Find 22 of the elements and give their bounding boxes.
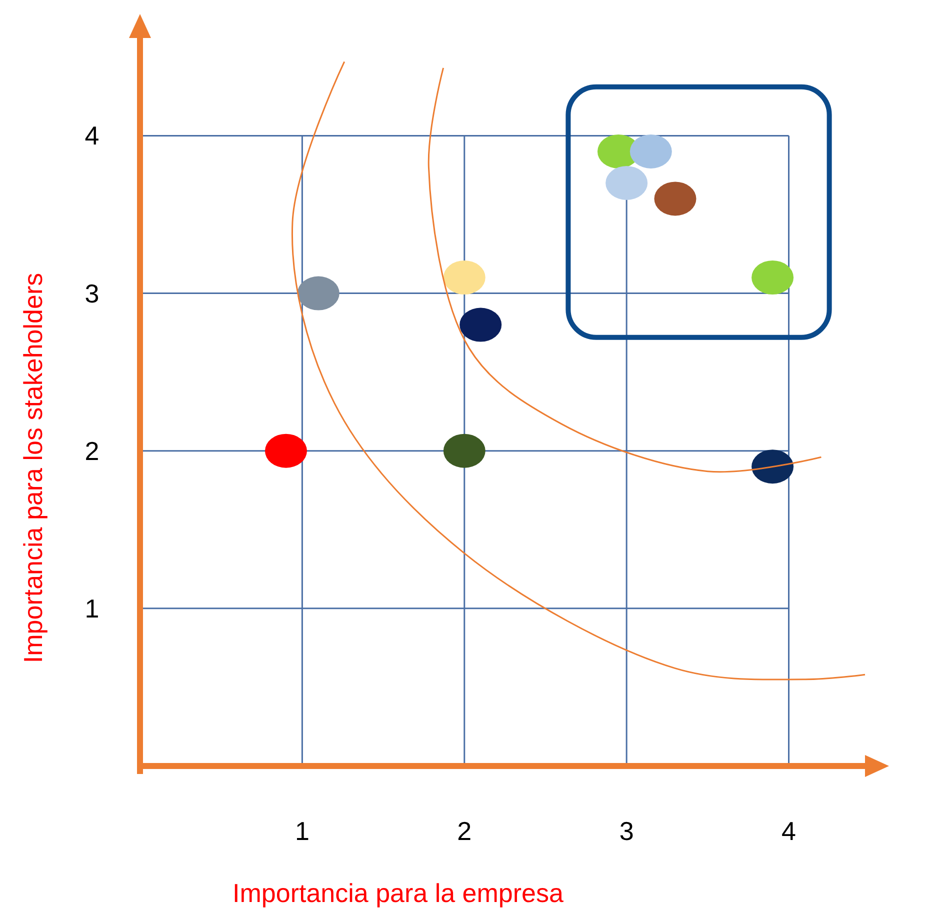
line-series — [292, 60, 866, 680]
x-tick-label: 2 — [457, 816, 472, 846]
point — [606, 166, 648, 200]
point — [443, 434, 486, 468]
point — [752, 260, 794, 295]
x-axis-title: Importancia para la empresa — [232, 878, 564, 908]
point — [264, 434, 307, 468]
x-tick-label: 3 — [619, 816, 634, 846]
x-tick-label: 1 — [294, 816, 310, 846]
point — [443, 260, 486, 295]
point — [654, 182, 696, 216]
point — [297, 276, 340, 310]
y-tick-label: 1 — [84, 593, 100, 624]
y-axis-title: Importancia para los stakeholders — [18, 272, 48, 664]
x-tick-label: 4 — [782, 816, 796, 846]
y-tick-label: 4 — [84, 120, 100, 151]
y-tick-label: 3 — [84, 278, 100, 308]
y-tick-label: 2 — [84, 436, 100, 466]
point — [630, 134, 672, 168]
point — [752, 450, 794, 484]
line-series — [428, 67, 822, 472]
point — [460, 308, 502, 342]
